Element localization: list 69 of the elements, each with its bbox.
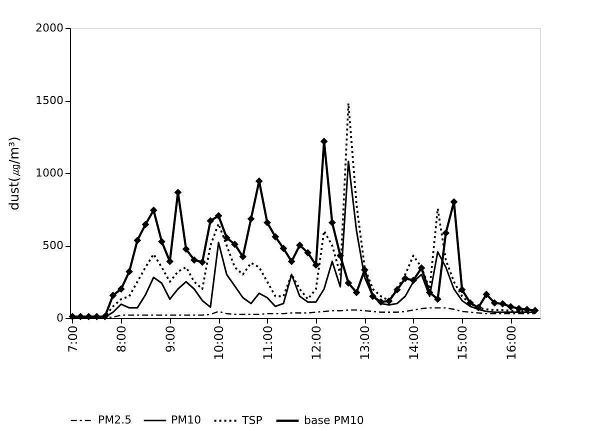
point: [385, 297, 393, 305]
point: [150, 206, 158, 214]
point: [109, 292, 117, 300]
y-tick-label: 500: [42, 239, 64, 252]
x-tick-label: 7:00: [66, 326, 80, 352]
point: [328, 218, 336, 226]
point: [466, 299, 474, 307]
point: [344, 279, 352, 287]
point: [101, 312, 109, 320]
x-tick-label: 14:00: [406, 326, 421, 360]
point: [239, 252, 247, 260]
point: [523, 306, 531, 314]
point: [352, 288, 360, 296]
point: [474, 304, 482, 312]
legend-label: TSP: [241, 414, 263, 427]
point: [206, 217, 214, 225]
point: [117, 285, 125, 293]
x-tick-label: 16:00: [504, 326, 518, 360]
legend-label: PM2.5: [98, 414, 132, 426]
point: [490, 299, 498, 307]
point: [142, 220, 150, 228]
point: [296, 242, 304, 249]
point: [280, 244, 288, 252]
x-tick-label: 8:00: [114, 326, 129, 352]
point: [418, 264, 426, 272]
point: [369, 292, 376, 300]
x-tick-label: 10:00: [212, 326, 226, 360]
point: [288, 258, 296, 266]
y-tick-label: 0: [56, 312, 64, 324]
y-axis-title: dust(㎍/m³): [8, 136, 23, 210]
point: [377, 298, 385, 306]
point: [482, 290, 490, 298]
point: [158, 238, 166, 246]
point: [442, 229, 450, 237]
legend-label: PM10: [171, 414, 202, 426]
point: [198, 258, 206, 266]
point: [222, 234, 230, 242]
point: [182, 245, 190, 253]
point: [458, 286, 466, 294]
point: [93, 312, 100, 320]
point: [515, 304, 523, 312]
point: [134, 236, 142, 244]
point: [507, 302, 514, 310]
point: [426, 288, 434, 296]
point: [231, 240, 238, 248]
point: [434, 295, 442, 303]
y-tick-label: 1500: [36, 94, 64, 107]
point: [272, 233, 280, 241]
x-tick-label: 11:00: [260, 326, 275, 360]
point: [68, 312, 76, 320]
x-tick-label: 9:00: [163, 326, 178, 352]
x-tick-label: 13:00: [358, 326, 372, 360]
point: [247, 215, 255, 223]
point: [76, 312, 84, 320]
y-tick-label: 2000: [36, 22, 64, 34]
point: [410, 276, 418, 284]
point: [214, 212, 222, 220]
point: [264, 218, 271, 226]
point: [190, 256, 198, 264]
point: [126, 268, 133, 276]
legend-label: base PM10: [304, 414, 364, 427]
point: [304, 249, 312, 256]
x-tick-label: 12:00: [309, 326, 324, 360]
y-tick-label: 1000: [36, 166, 64, 180]
point: [336, 252, 344, 260]
point: [498, 300, 506, 308]
x-tick-label: 15:00: [456, 326, 470, 360]
point: [402, 274, 409, 282]
point: [393, 286, 401, 294]
